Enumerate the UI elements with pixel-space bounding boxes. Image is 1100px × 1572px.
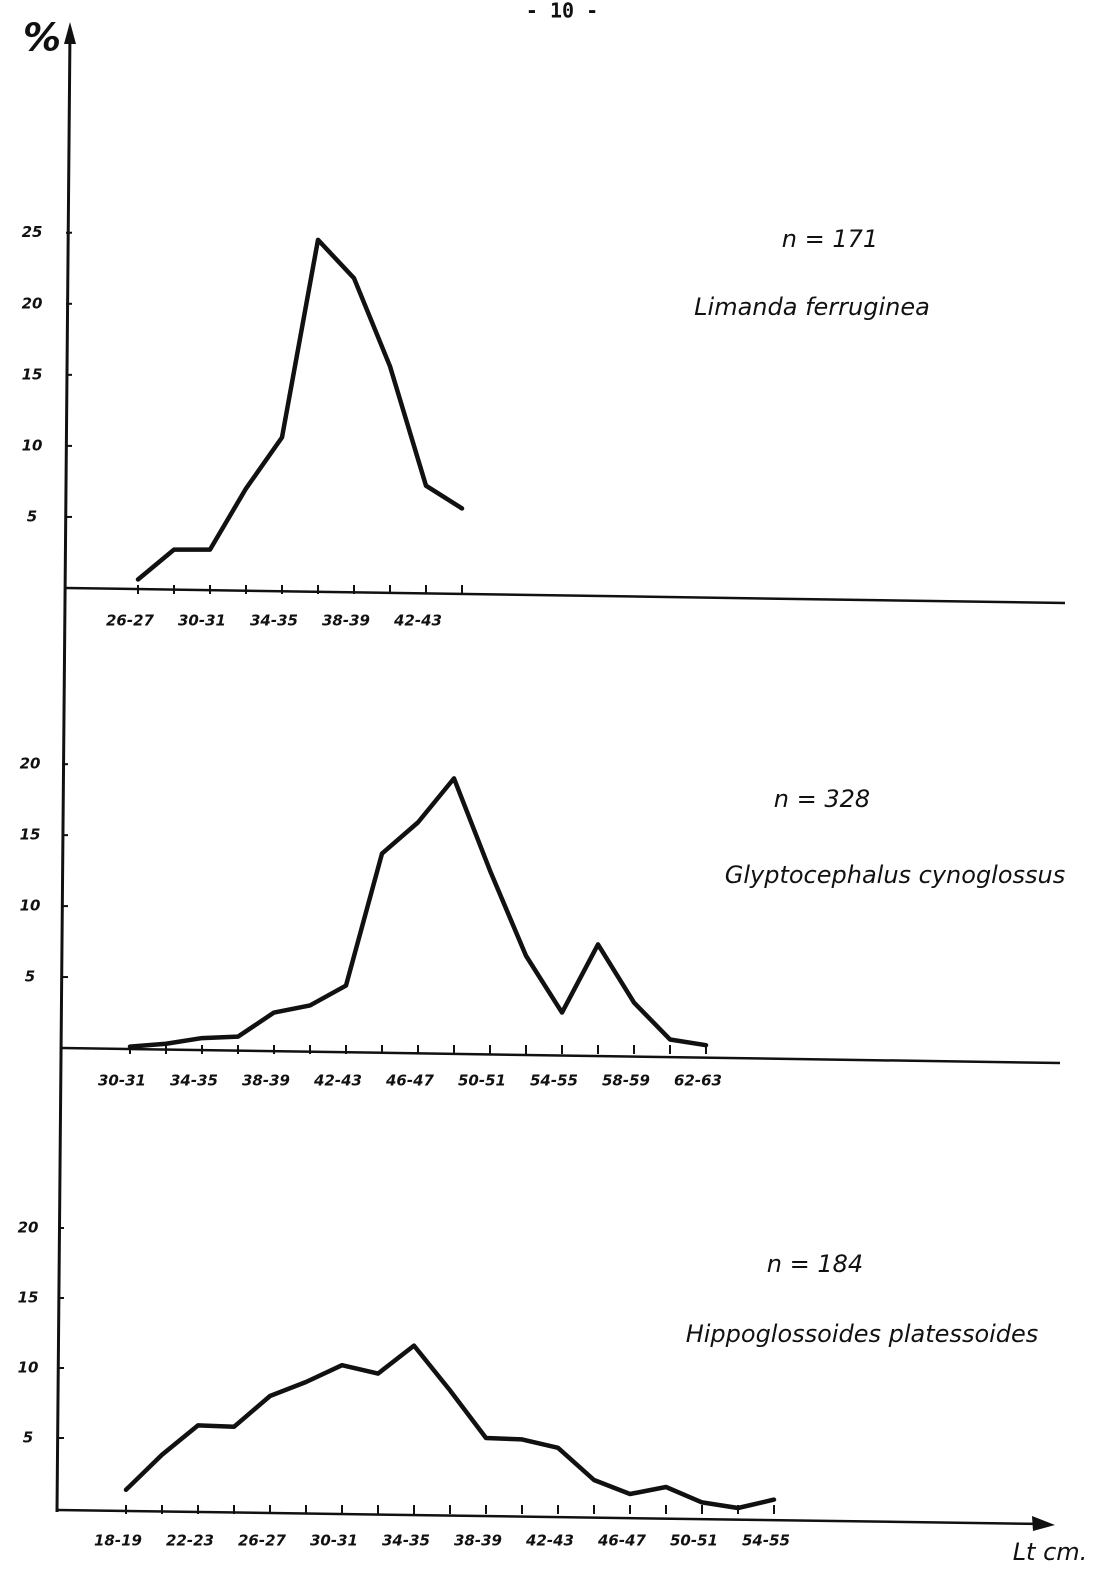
y-axis-arrow [64,22,76,44]
x-axis [56,1508,1046,1526]
y-tick-label: 15 [18,1289,39,1307]
x-tick-label: 42-43 [313,1072,362,1090]
x-tick-label: 26-27 [238,1532,287,1550]
x-tick-label: 26-27 [106,612,155,630]
y-tick-label: 15 [22,365,43,383]
x-tick-label: 30-31 [98,1072,146,1090]
x-axis-arrow [1032,1516,1055,1531]
x-tick-label: 50-51 [458,1072,506,1090]
x-axis [61,1046,1061,1065]
x-tick-label: 46-47 [385,1072,435,1090]
y-tick-label: 20 [22,294,43,312]
sample-size: n = 328 [774,785,870,813]
y-axis-label: % [23,16,61,60]
sample-size: n = 171 [782,225,878,253]
x-tick-label: 34-35 [170,1072,218,1090]
x-tick-label: 46-47 [597,1532,647,1550]
x-tick-label: 58-59 [602,1072,650,1090]
y-tick-label: 25 [22,223,43,241]
x-tick-label: 38-39 [242,1072,290,1090]
x-tick-label: 42-43 [525,1532,574,1550]
x-tick-label: 34-35 [250,612,298,630]
x-tick-label: 18-19 [94,1532,142,1550]
x-tick-label: 38-39 [454,1532,502,1550]
y-axis [55,29,72,1513]
x-tick-label: 54-55 [530,1072,578,1090]
x-tick-label: 30-31 [310,1532,358,1550]
data-line [123,1343,777,1511]
sample-size: n = 184 [767,1250,863,1278]
y-tick-label: 10 [20,897,41,915]
x-tick-label: 62-63 [674,1072,722,1090]
x-tick-label: 30-31 [178,612,226,630]
x-tick-label: 42-43 [393,612,442,630]
x-tick-label: 50-51 [670,1532,718,1550]
data-line [135,237,465,582]
y-tick-label: 20 [18,1219,39,1237]
page-number: - 10 - [526,0,598,23]
x-tick-label: 54-55 [742,1532,790,1550]
y-tick-label: 10 [22,436,43,454]
y-tick-label: 15 [20,826,41,844]
x-axis-label: Lt cm. [1013,1538,1088,1566]
species-name: Hippoglossoides platessoides [686,1320,1039,1348]
y-tick-label: 10 [18,1359,39,1377]
x-tick-label: 34-35 [382,1532,430,1550]
y-tick-label: 20 [20,755,41,773]
y-tick-label: 5 [25,968,35,986]
species-name: Glyptocephalus cynoglossus [725,861,1066,889]
data-line [127,776,709,1049]
species-name: Limanda ferruginea [694,293,930,321]
x-tick-label: 38-39 [322,612,370,630]
x-tick-label: 22-23 [166,1532,214,1550]
x-axis [65,586,1066,605]
y-tick-label: 5 [27,507,37,525]
y-tick-label: 5 [23,1429,33,1447]
